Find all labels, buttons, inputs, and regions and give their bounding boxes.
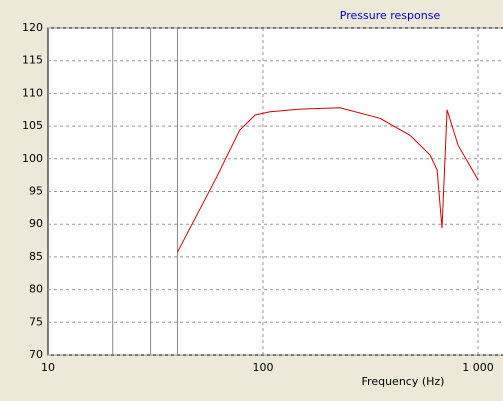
x-tick-label: 10 (41, 361, 55, 374)
line-series (176, 107, 479, 253)
y-tick-label: 95 (29, 185, 43, 198)
x-tick-label: 100 (253, 361, 274, 374)
x-tick-label: 1 000 (462, 361, 494, 374)
y-tick-label: 105 (22, 119, 43, 132)
y-tick-label: 115 (22, 54, 43, 67)
y-tick-label: 70 (29, 348, 43, 361)
y-tick-label: 110 (22, 86, 43, 99)
y-tick-label: 120 (22, 21, 43, 34)
y-tick-label: 100 (22, 152, 43, 165)
chart-title: Pressure response (340, 9, 441, 22)
y-tick-label: 90 (29, 217, 43, 230)
y-tick-label: 75 (29, 315, 43, 328)
y-tick-label: 85 (29, 250, 43, 263)
y-tick-label: 80 (29, 283, 43, 296)
x-axis-label: Frequency (Hz) (362, 375, 445, 388)
